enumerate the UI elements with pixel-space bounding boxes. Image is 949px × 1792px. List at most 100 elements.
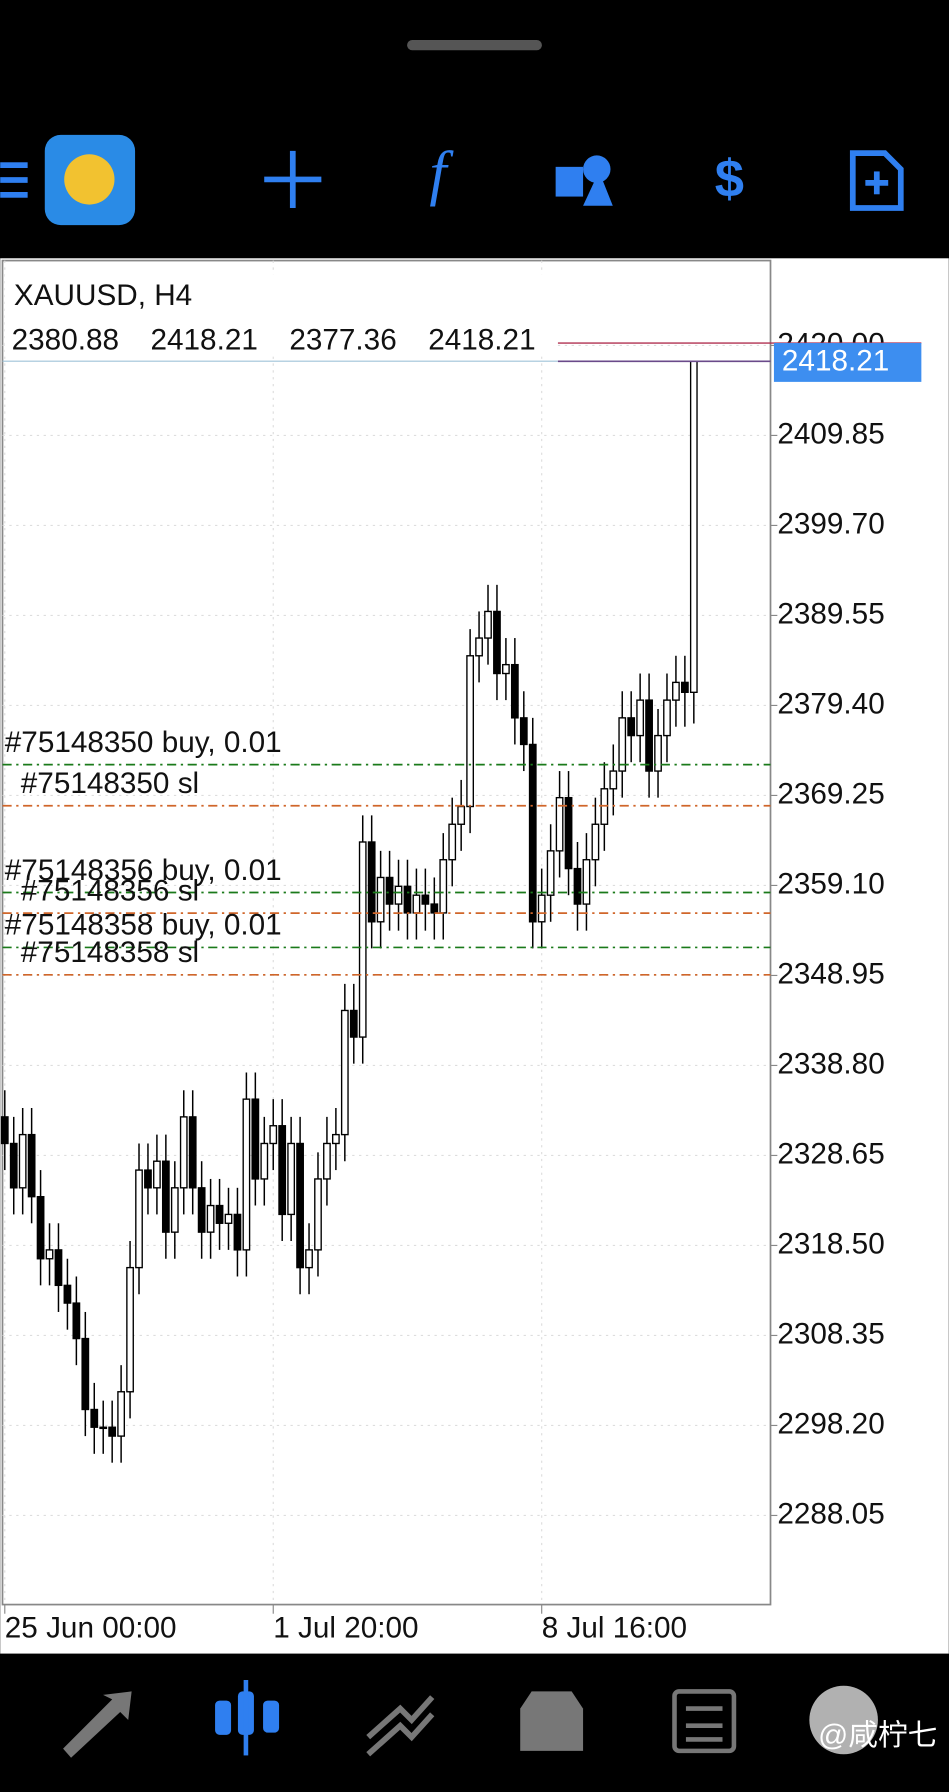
quotes-tab[interactable] xyxy=(63,1691,132,1758)
candle-body xyxy=(689,360,698,694)
app-icon-logo xyxy=(64,154,115,205)
candle-body xyxy=(323,1142,331,1180)
candle-body xyxy=(126,1266,134,1393)
candle-body xyxy=(466,655,474,808)
candle-body xyxy=(475,637,483,657)
candle-body xyxy=(305,1249,313,1269)
candle-body xyxy=(519,717,528,746)
candle-body xyxy=(680,681,689,694)
order-label: #75148356 sl xyxy=(21,874,199,907)
y-tick-label: 2389.55 xyxy=(777,597,884,630)
news-tab[interactable] xyxy=(672,1689,737,1754)
chart-area xyxy=(0,258,949,1654)
y-tick-label: 2338.80 xyxy=(777,1047,884,1080)
y-tick-label: 2359.10 xyxy=(777,867,884,900)
y-tick-label: 2369.25 xyxy=(777,777,884,810)
candle-body xyxy=(233,1213,242,1251)
candle-body xyxy=(627,717,636,737)
candle-body xyxy=(242,1098,251,1251)
x-tick-label: 25 Jun 00:00 xyxy=(5,1612,177,1645)
candle-body xyxy=(564,796,573,870)
menu-icon[interactable] xyxy=(0,162,28,198)
objects-icon[interactable] xyxy=(555,155,613,206)
ohlc-low: 2377.36 xyxy=(289,324,396,357)
ohlc-high: 2418.21 xyxy=(151,324,258,357)
candle-body xyxy=(394,885,403,905)
trade-tab[interactable] xyxy=(366,1695,435,1757)
x-tick-label: 8 Jul 16:00 xyxy=(542,1612,687,1645)
watermark: @咸柠七 xyxy=(818,1719,937,1752)
price-tag xyxy=(773,343,922,382)
candle-body xyxy=(502,663,510,675)
overlay: #75148350 buy, 0.01 #75148350 sl #75148356… xyxy=(2,324,922,976)
candle-body xyxy=(215,1204,224,1224)
y-tick-label: 2298.20 xyxy=(777,1407,884,1440)
chart-title: XAUUSD, H4 xyxy=(14,279,192,312)
candle-body xyxy=(153,1160,161,1189)
candle-body xyxy=(99,1426,108,1430)
candle-body xyxy=(27,1133,36,1198)
plot-frame xyxy=(1,259,772,1606)
candle-body xyxy=(376,876,385,923)
price-tag-label: 2418.21 xyxy=(782,344,889,377)
candle-body xyxy=(224,1213,233,1224)
trade-icon[interactable]: $ xyxy=(715,150,744,209)
candle-body xyxy=(144,1169,152,1189)
candle-body xyxy=(108,1426,117,1437)
candle-body xyxy=(260,1142,269,1180)
candle-body xyxy=(135,1169,143,1269)
candle-body xyxy=(654,734,662,772)
new-order-icon[interactable] xyxy=(849,150,904,211)
candle-body xyxy=(555,796,564,852)
ohlc-open: 2380.88 xyxy=(12,324,119,357)
candle-body xyxy=(403,885,412,914)
order-label: #75148350 buy, 0.01 xyxy=(5,726,282,759)
candle-body xyxy=(206,1204,215,1233)
candle-body xyxy=(430,903,439,914)
candle-body xyxy=(493,610,501,675)
candle-body xyxy=(81,1337,90,1411)
chart-tab[interactable] xyxy=(215,1680,280,1756)
candle-body xyxy=(314,1178,322,1251)
candle-body xyxy=(45,1249,54,1260)
candle-body xyxy=(672,681,680,701)
candle-body xyxy=(170,1187,179,1233)
crosshair-icon[interactable] xyxy=(264,150,322,208)
candle-body xyxy=(72,1302,81,1340)
candle-body xyxy=(618,717,627,772)
candle-body xyxy=(645,699,653,772)
candle-body xyxy=(269,1125,278,1145)
candle-body xyxy=(251,1098,260,1180)
header-bg xyxy=(4,274,554,357)
candle-body xyxy=(421,894,430,905)
y-tick-label: 2308.35 xyxy=(777,1317,884,1350)
more-tab[interactable] xyxy=(809,1685,878,1755)
order-label: #75148350 sl xyxy=(21,767,199,800)
y-tick-label: 2399.70 xyxy=(777,507,884,540)
bottom-bar xyxy=(0,1653,949,1792)
y-tick-label: 2328.65 xyxy=(777,1137,884,1170)
candle-body xyxy=(161,1160,170,1233)
candle-body xyxy=(537,894,546,923)
order-label: #75148358 buy, 0.01 xyxy=(5,909,282,942)
candle-body xyxy=(457,805,466,825)
candle-body xyxy=(278,1125,287,1216)
candle-body xyxy=(331,1133,340,1145)
candle-body xyxy=(663,699,671,737)
candle-body xyxy=(448,823,457,861)
candle-body xyxy=(197,1187,206,1233)
candle-body xyxy=(18,1133,27,1189)
y-tick-label: 2318.50 xyxy=(777,1227,884,1260)
candle-body xyxy=(528,743,537,923)
top-bar xyxy=(0,0,949,259)
candle-body xyxy=(90,1408,99,1428)
candle-body xyxy=(54,1249,63,1287)
candle-body xyxy=(117,1391,126,1437)
candle-body xyxy=(484,610,492,639)
order-label: #75148358 sl xyxy=(21,936,199,969)
candle-body xyxy=(385,876,394,905)
history-tab[interactable] xyxy=(520,1691,584,1751)
candle-body xyxy=(591,823,600,861)
candle-body xyxy=(36,1195,45,1260)
candle-body xyxy=(510,663,519,719)
